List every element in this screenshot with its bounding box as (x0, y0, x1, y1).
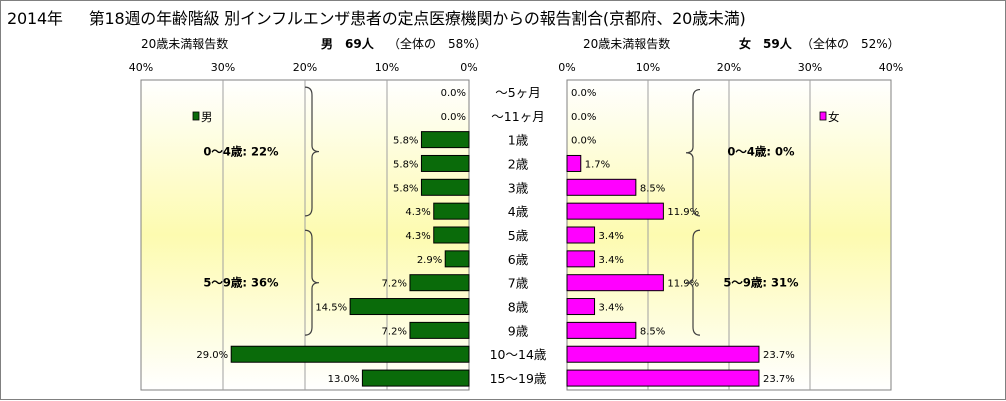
title-year: 2014年 (7, 9, 63, 28)
male-bar (230, 345, 470, 363)
female-bar (566, 226, 596, 244)
female-bar (566, 274, 664, 292)
female-value-label: 3.4% (599, 303, 624, 314)
left-tick-label: 20% (293, 61, 317, 74)
female-value-label: 0.0% (571, 88, 596, 99)
male-value-label: 13.0% (328, 374, 360, 385)
left-count-label: 20歳未満報告数 (141, 37, 229, 51)
male-value-label: 5.8% (393, 183, 418, 194)
male-bar (361, 369, 470, 387)
age-category-label: 4歳 (508, 204, 529, 219)
male-bar (349, 298, 470, 316)
age-category-label: 2歳 (508, 156, 529, 171)
female-5-9-brace (685, 229, 701, 336)
female-value-label: 8.5% (640, 183, 665, 194)
female-legend-label: 女 (828, 110, 840, 124)
right-tick-label: 30% (798, 61, 822, 74)
left-tick-label: 0% (460, 61, 477, 74)
age-category-label: ～5ヶ月 (495, 85, 540, 100)
age-category-label: 15～19歳 (490, 371, 547, 386)
female-bar (566, 250, 596, 268)
age-category-label: ～11ヶ月 (491, 109, 544, 124)
left-tick-label: 30% (211, 61, 235, 74)
right-tick-label: 10% (636, 61, 660, 74)
male-bar (409, 274, 470, 292)
age-category-label: 3歳 (508, 180, 529, 195)
female-value-label: 3.4% (599, 231, 624, 242)
female-group-label-5-9: 5～9歳: 31% (723, 276, 799, 290)
female-bar (566, 178, 637, 196)
left-sex-count: 男 69人 (321, 35, 374, 52)
male-value-label: 4.3% (405, 207, 430, 218)
female-bar (566, 369, 760, 387)
male-value-label: 0.0% (441, 112, 466, 123)
right-tick-label: 20% (717, 61, 741, 74)
female-value-label: 11.9% (667, 279, 699, 290)
female-bar (566, 154, 582, 172)
male-value-label: 7.2% (382, 279, 407, 290)
right-sex-count: 女 59人 (739, 35, 792, 52)
age-category-label: 10～14歳 (490, 347, 547, 362)
female-value-label: 11.9% (667, 207, 699, 218)
male-bar (409, 321, 470, 339)
male-value-label: 2.9% (417, 255, 442, 266)
age-category-label: 5歳 (508, 228, 529, 243)
left-tick-label: 40% (129, 61, 153, 74)
male-value-label: 5.8% (393, 136, 418, 147)
age-category-label: 6歳 (508, 252, 529, 267)
male-bar (433, 226, 470, 244)
male-value-label: 0.0% (441, 88, 466, 99)
left-share: （全体の 58%） (388, 37, 487, 51)
male-group-label-5-9: 5～9歳: 36% (203, 276, 279, 290)
female-value-label: 0.0% (571, 136, 596, 147)
right-sex-count-text: 女 59人 (739, 37, 792, 51)
right-share: （全体の 52%） (801, 37, 900, 51)
age-category-label: 1歳 (508, 133, 529, 148)
female-value-label: 23.7% (763, 374, 795, 385)
male-value-label: 29.0% (196, 350, 228, 361)
age-category-label: 8歳 (508, 300, 529, 315)
female-0-4-brace (685, 88, 701, 217)
male-value-label: 7.2% (382, 326, 407, 337)
male-0-4-brace (304, 86, 320, 217)
female-value-label: 3.4% (599, 255, 624, 266)
age-category-label: 9歳 (508, 323, 529, 338)
female-value-label: 1.7% (585, 159, 610, 170)
female-bar (566, 202, 664, 220)
left-sex-count-text: 男 69人 (321, 37, 374, 51)
male-bar (433, 202, 470, 220)
male-bar (420, 131, 470, 149)
right-tick-label: 0% (558, 61, 575, 74)
male-value-label: 4.3% (405, 231, 430, 242)
male-bar (444, 250, 470, 268)
male-value-label: 14.5% (315, 303, 347, 314)
female-bar (566, 298, 596, 316)
female-legend-swatch (819, 111, 827, 121)
male-legend-label: 男 (201, 110, 213, 124)
male-bar (420, 154, 470, 172)
female-bar (566, 345, 760, 363)
female-value-label: 8.5% (640, 326, 665, 337)
male-bar (420, 178, 470, 196)
chart-title: 2014年 第18週の年齢階級 別インフルエンザ患者の定点医療機関からの報告割合(… (7, 5, 772, 29)
right-count-label: 20歳未満報告数 (583, 37, 671, 51)
age-category-label: 7歳 (508, 276, 529, 291)
female-bar (566, 321, 637, 339)
female-value-label: 0.0% (571, 112, 596, 123)
male-5-9-brace (304, 229, 320, 336)
right-tick-label: 40% (879, 61, 903, 74)
female-value-label: 23.7% (763, 350, 795, 361)
left-tick-label: 10% (375, 61, 399, 74)
male-value-label: 5.8% (393, 159, 418, 170)
male-group-label-0-4: 0～4歳: 22% (203, 145, 279, 159)
female-group-label-0-4: 0～4歳: 0% (727, 145, 795, 159)
title-text: 第18週の年齢階級 別インフルエンザ患者の定点医療機関からの報告割合(京都府、2… (88, 9, 746, 28)
male-legend-swatch (192, 111, 200, 121)
